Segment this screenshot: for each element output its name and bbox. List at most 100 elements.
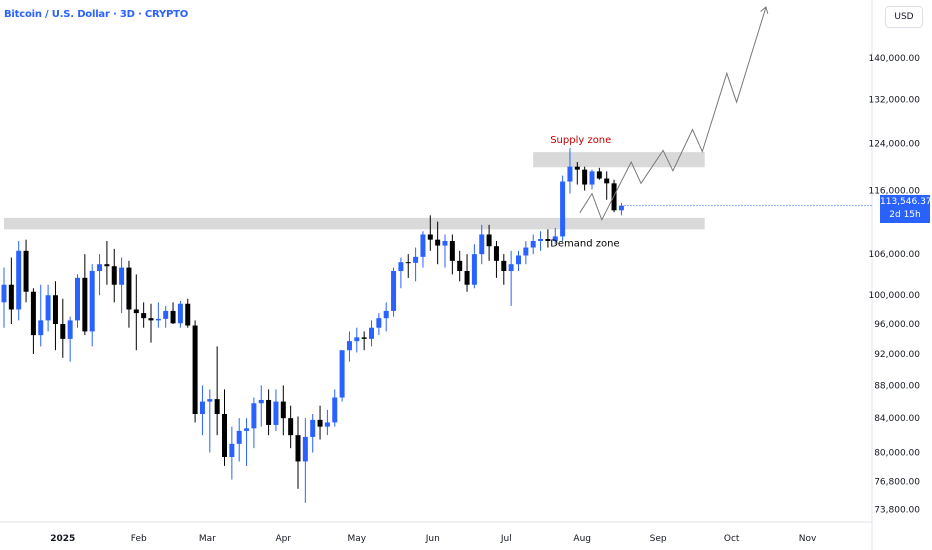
candle-body — [273, 401, 279, 425]
candle-body — [574, 166, 580, 170]
candle-body — [545, 239, 551, 241]
candle-body — [317, 419, 323, 427]
candle-body — [148, 318, 154, 321]
candle-body — [611, 183, 617, 211]
candle-body — [111, 266, 117, 285]
candle-body — [8, 284, 14, 310]
candle-body — [82, 277, 88, 332]
x-tick-label: Nov — [799, 534, 817, 544]
y-tick-label: 80,000.00 — [874, 449, 920, 459]
candle-body — [126, 267, 132, 310]
candle-body — [346, 341, 352, 351]
x-tick-label: 2025 — [50, 534, 75, 544]
candle-body — [236, 430, 242, 444]
candle-body — [567, 166, 573, 182]
y-tick-label: 88,000.00 — [874, 381, 920, 391]
y-tick-label: 132,000.00 — [868, 95, 920, 105]
y-tick-label: 124,000.00 — [868, 140, 920, 150]
x-tick-label: May — [347, 534, 366, 544]
candle-body — [523, 247, 529, 256]
candle-body — [618, 205, 624, 211]
y-tick-label: 92,000.00 — [874, 350, 920, 360]
candle-body — [97, 264, 103, 271]
candle-body — [192, 325, 198, 414]
x-tick-label: Apr — [276, 534, 292, 544]
y-tick-label: 76,800.00 — [874, 477, 920, 487]
demand-zone-label: Demand zone — [550, 238, 619, 249]
candle-body — [339, 350, 345, 398]
y-tick-label: 106,000.00 — [868, 250, 920, 260]
candle-body — [302, 436, 308, 462]
candle-body — [493, 246, 499, 261]
candle-body — [383, 310, 389, 319]
candle-body — [170, 310, 176, 324]
candle-body — [376, 318, 382, 328]
candle-body — [16, 250, 22, 310]
supply-zone — [533, 152, 705, 168]
candle-body — [596, 171, 602, 179]
candle-body — [324, 422, 330, 427]
candle-body — [163, 310, 169, 319]
candle-body — [530, 240, 536, 248]
candle-body — [516, 255, 521, 265]
y-tick-label: 100,000.00 — [868, 291, 920, 301]
candle-body — [104, 264, 110, 267]
projection-path — [579, 6, 767, 222]
candle-body — [369, 327, 374, 339]
candle-body — [391, 270, 397, 311]
candle-body — [244, 428, 250, 431]
x-tick-label: Mar — [199, 534, 216, 544]
candle-body — [60, 324, 66, 339]
candle-body — [457, 260, 463, 271]
candle-body — [133, 309, 139, 314]
candle-body — [501, 260, 507, 271]
candle-body — [295, 435, 301, 462]
candle-body — [398, 262, 404, 271]
x-tick-label: Oct — [724, 534, 740, 544]
y-tick-label: 116,000.00 — [868, 187, 920, 197]
candle-body — [207, 399, 213, 402]
candle-body — [141, 313, 147, 319]
candle-body — [552, 236, 558, 241]
candle-body — [38, 320, 44, 336]
candle-body — [30, 291, 36, 336]
currency-button[interactable]: USD — [885, 6, 923, 28]
candle-body — [589, 171, 595, 185]
y-tick-label: 96,000.00 — [874, 320, 920, 330]
x-tick-label: Aug — [573, 534, 591, 544]
candle-body — [288, 418, 294, 436]
candle-body — [420, 234, 426, 257]
projection-arrowhead — [760, 6, 769, 14]
bar-countdown: 2d 15h — [889, 210, 921, 220]
candle-body — [229, 443, 235, 458]
x-tick-label: Sep — [650, 534, 667, 544]
candle-body — [199, 401, 205, 414]
candle-body — [310, 419, 316, 437]
last-price-value: 113,546.37 — [880, 197, 932, 207]
candle-body — [449, 240, 455, 261]
candle-body — [258, 399, 264, 404]
candle-body — [155, 318, 161, 321]
candle-body — [442, 240, 448, 246]
candle-body — [52, 295, 58, 325]
candle-body — [464, 270, 470, 285]
candle-body — [332, 397, 338, 423]
symbol-title[interactable]: Bitcoin / U.S. Dollar · 3D · CRYPTO — [4, 9, 189, 20]
candle-body — [354, 337, 360, 342]
candle-body — [435, 239, 441, 246]
candle-body — [177, 303, 183, 324]
candle-body — [427, 234, 433, 240]
candle-body — [67, 320, 73, 339]
last-price-tag: 113,546.37 2d 15h — [880, 195, 932, 223]
candle-body — [560, 181, 566, 237]
candle-body — [604, 178, 610, 184]
y-tick-label: 73,800.00 — [874, 505, 920, 515]
candle-body — [251, 403, 257, 429]
candle-body — [75, 277, 80, 321]
candle-body — [508, 264, 514, 271]
candle-body — [582, 169, 588, 185]
candle-body — [1, 284, 7, 303]
candle-body — [222, 413, 227, 458]
candle-body — [214, 399, 220, 414]
